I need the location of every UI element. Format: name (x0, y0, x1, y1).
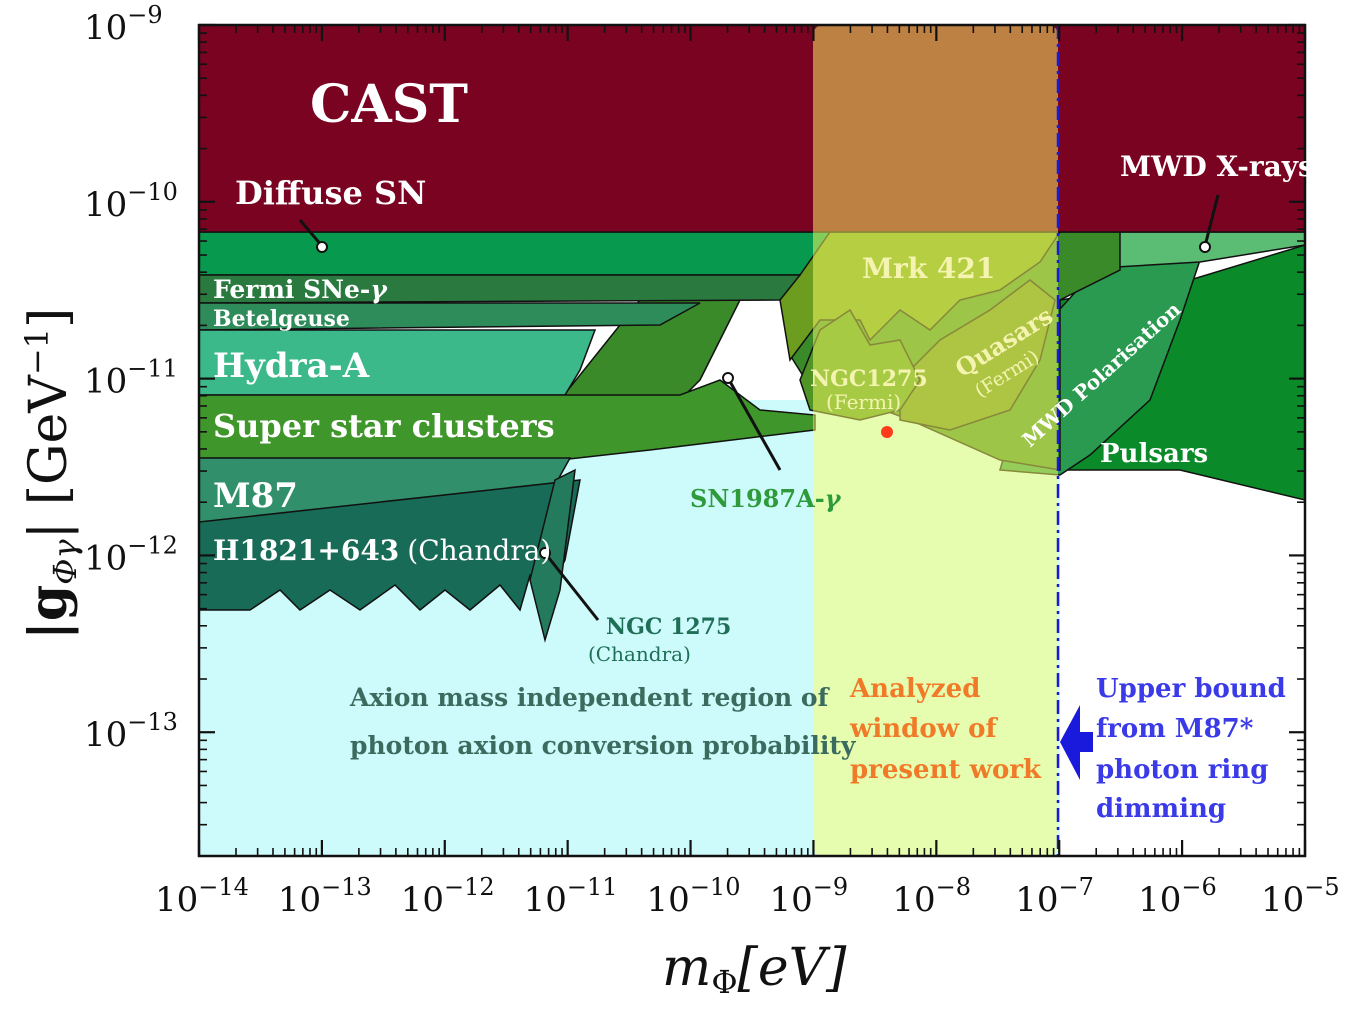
upper-bound-line1: Upper bound (1096, 674, 1286, 704)
y-tick-label: 10−13 (84, 708, 178, 755)
ticks (197, 23, 1307, 857)
region-hydra-a (199, 329, 597, 396)
label-ngc1275-chandra-suffix: (Chandra) (588, 642, 691, 666)
y-tick-label: 10−10 (84, 178, 178, 225)
axes-frame (197, 23, 1307, 858)
label-h1821: H1821+643 (Chandra) (213, 534, 551, 567)
label-m87: M87 (213, 476, 298, 516)
x-tick-label: 10−8 (892, 873, 971, 920)
label-mrk421: Mrk 421 (862, 252, 995, 285)
label-cast: CAST (310, 74, 468, 135)
label-super-star-clusters: Super star clusters (213, 407, 555, 445)
upper-bound-line3: photon ring (1096, 755, 1268, 785)
upper-bound-line2: from M87* (1096, 714, 1254, 744)
y-axis-title: |gΦγ| [GeV−1] (18, 308, 84, 640)
analyzed-window-line2: window of (849, 714, 998, 744)
upper-bound-line4: dimming (1096, 794, 1226, 824)
independent-region-line1: Axion mass independent region of (349, 683, 831, 712)
label-pulsars: Pulsars (1100, 439, 1208, 469)
label-mwd-xrays: MWD X-rays (1120, 150, 1314, 183)
x-tick-label: 10−7 (1015, 873, 1094, 920)
x-tick-label: 10−6 (1138, 873, 1217, 920)
label-betelgeuse: Betelgeuse (213, 306, 350, 332)
leader-markers (316, 241, 1211, 559)
x-axis-title: mΦ[eV] (662, 938, 847, 1001)
region-betelgeuse (199, 302, 701, 331)
label-fermi-sne: Fermi SNe-γ (213, 275, 388, 304)
x-tick-label: 10−14 (155, 873, 249, 920)
region-fermi-sne (199, 274, 802, 304)
y-tick-label: 10−9 (84, 1, 163, 48)
x-tick-label: 10−12 (401, 873, 495, 920)
label-diffuse-sn: Diffuse SN (235, 174, 426, 212)
x-tick-label: 10−13 (278, 873, 372, 920)
region-cast (199, 25, 1305, 232)
analyzed-window-line1: Analyzed (849, 674, 980, 704)
label-hydra-a: Hydra-A (213, 346, 370, 386)
tick-labels: 10−14 10−13 10−12 10−11 10−10 10−9 10−8 10−7 10−… (84, 1, 1340, 920)
label-ngc1275-fermi: NGC1275 (810, 366, 928, 392)
label-sn1987a: SN1987A-γ (690, 484, 842, 513)
region-diffuse-sn (199, 231, 832, 276)
plot-area (199, 25, 1305, 856)
label-ngc1275-chandra: NGC 1275 (606, 614, 731, 640)
upper-bound-arrow-icon (1060, 705, 1093, 780)
unconstrained-region (1060, 470, 1305, 856)
y-tick-label: 10−11 (84, 355, 178, 402)
y-tick-label: 10−12 (84, 531, 178, 578)
leader-lines (298, 194, 1220, 621)
independent-region-line2: photon axion conversion probability (350, 731, 857, 760)
region-ngc1275-chandra (529, 468, 576, 643)
label-ngc1275-fermi-suffix: (Fermi) (826, 390, 901, 414)
x-tick-label: 10−9 (769, 873, 848, 920)
analyzed-window-line3: present work (850, 755, 1042, 785)
x-tick-label: 10−5 (1261, 873, 1340, 920)
reference-point (881, 426, 893, 438)
x-tick-label: 10−11 (524, 873, 618, 920)
analyzed-window-band (813, 25, 1058, 856)
x-tick-label: 10−10 (647, 873, 741, 920)
